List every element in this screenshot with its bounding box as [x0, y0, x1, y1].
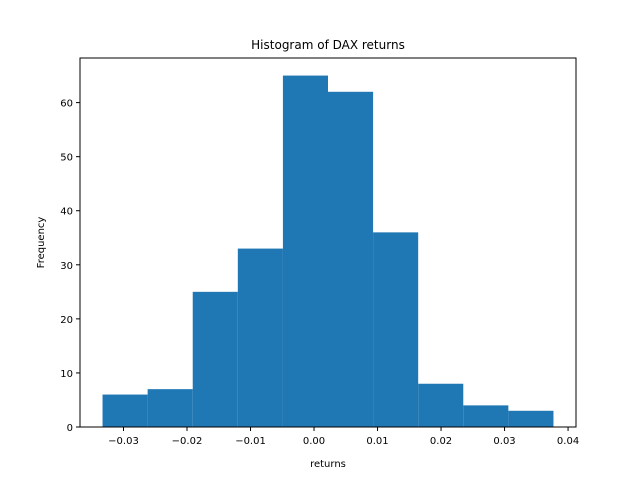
y-tick-label: 30 [60, 261, 73, 272]
y-tick-label: 50 [60, 153, 73, 164]
y-tick-label: 0 [67, 423, 73, 434]
histogram-bar [192, 291, 238, 427]
y-axis-ticks: 0 10 20 30 40 50 60 [60, 99, 80, 434]
histogram-bar [147, 389, 193, 427]
y-tick-label: 10 [60, 369, 73, 380]
bars-group [102, 75, 554, 428]
histogram-bar [418, 383, 464, 427]
x-tick-label: 0.03 [493, 436, 515, 447]
plot-area-frame [79, 57, 577, 428]
x-tick-label: −0.02 [172, 436, 203, 447]
histogram-bar [328, 91, 374, 428]
y-tick-label: 60 [60, 99, 73, 110]
histogram-bar [282, 75, 328, 428]
x-axis-ticks: −0.03 −0.02 −0.01 0.00 0.01 0.02 0.03 0.04 [108, 427, 579, 447]
x-axis-label: returns [310, 459, 346, 470]
histogram-bar [463, 405, 509, 427]
x-tick-label: 0.02 [430, 436, 452, 447]
x-tick-label: 0.04 [557, 436, 579, 447]
histogram-bar [102, 394, 148, 427]
x-tick-label: −0.01 [235, 436, 266, 447]
x-tick-label: 0.00 [303, 436, 325, 447]
y-tick-label: 20 [60, 315, 73, 326]
y-axis-label: Frequency [36, 217, 47, 269]
x-tick-label: −0.03 [108, 436, 139, 447]
y-tick-label: 40 [60, 207, 73, 218]
x-tick-label: 0.01 [366, 436, 388, 447]
histogram-bar [508, 410, 554, 427]
histogram-bar [237, 248, 283, 427]
chart-title: Histogram of DAX returns [251, 38, 405, 52]
histogram-bar [373, 232, 419, 427]
